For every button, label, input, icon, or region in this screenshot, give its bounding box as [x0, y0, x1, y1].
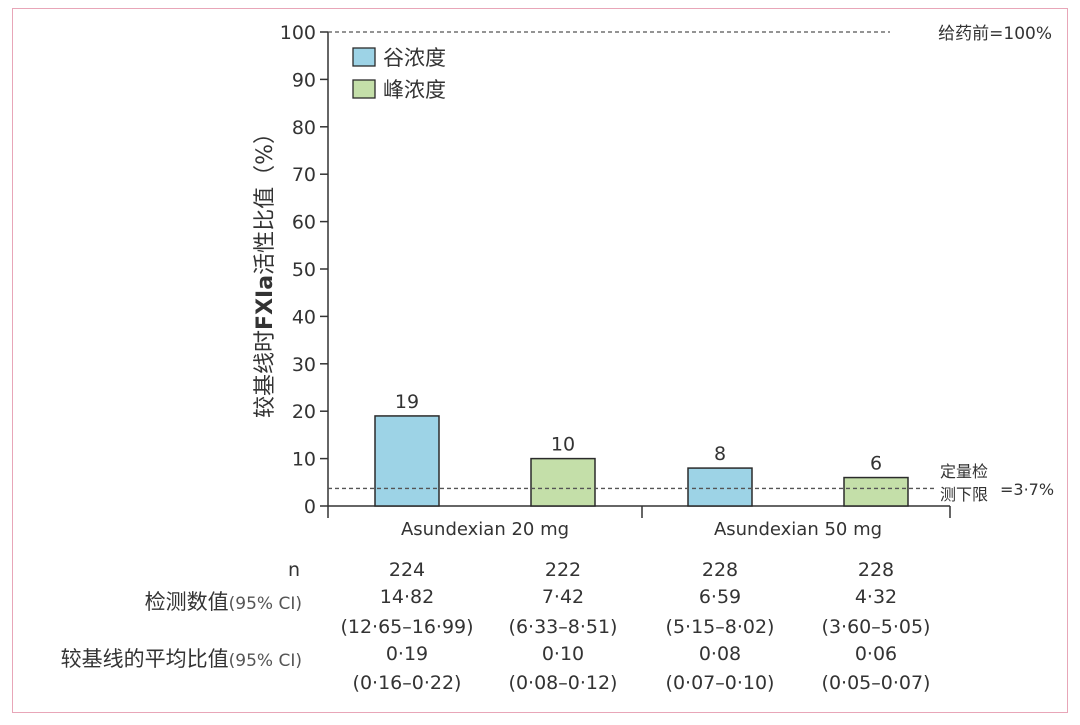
bars-layer: 19 10 8 6	[328, 391, 936, 507]
ratio-value: 0·06	[854, 643, 898, 665]
legend-swatch	[352, 47, 376, 67]
bar	[530, 457, 596, 507]
y-tick-label: 30	[292, 354, 316, 376]
ratio-ci-value: (0·08–0·12)	[508, 672, 618, 694]
legend-label: 谷浓度	[383, 46, 446, 70]
lloq-label-line1: 定量检	[940, 462, 988, 481]
ratio-ci-value: (0·16–0·22)	[352, 672, 462, 694]
y-tick-label: 40	[292, 306, 316, 328]
bar	[687, 467, 753, 507]
y-tick-label: 90	[292, 69, 316, 91]
n-value: 222	[544, 559, 582, 581]
measured-ci-value: (5·15–8·02)	[665, 616, 775, 638]
y-tick-label: 0	[304, 496, 316, 518]
ratio-value: 0·19	[385, 643, 429, 665]
n-value: 228	[701, 559, 739, 581]
y-tick-label: 20	[292, 401, 316, 423]
bar-value-label: 8	[714, 443, 726, 465]
ratio-ci-value: (0·07–0·10)	[665, 672, 775, 694]
bar-value-label: 6	[870, 453, 882, 475]
n-row-label: n	[287, 559, 300, 581]
measured-value: 4·32	[854, 586, 898, 608]
measured-value: 14·82	[379, 586, 435, 608]
lloq-label-line2: 测下限	[940, 485, 988, 504]
bar	[374, 415, 440, 507]
ratio-value: 0·08	[698, 643, 742, 665]
y-tick-label: 60	[292, 212, 316, 234]
lloq-label-value: =3·7%	[1000, 480, 1054, 499]
measured-ci-value: (6·33–8·51)	[508, 616, 618, 638]
y-tick-label: 100	[280, 22, 316, 44]
y-tick-label: 80	[292, 117, 316, 139]
x-group-label: Asundexian 20 mg	[401, 519, 569, 540]
measured-row-label: 检测数值(95% CI)	[144, 590, 302, 614]
x-group-label: Asundexian 50 mg	[714, 519, 882, 540]
legend-swatch	[352, 79, 376, 99]
y-tick-label: 50	[292, 259, 316, 281]
ratio-row-label: 较基线的平均比值(95% CI)	[60, 647, 302, 671]
n-value: 224	[388, 559, 426, 581]
y-tick-label: 10	[292, 449, 316, 471]
measured-value: 6·59	[698, 586, 742, 608]
y-axis-title: 较基线时FXIa活性比值（%）	[253, 122, 278, 418]
measured-value: 7·42	[541, 586, 585, 608]
measured-ci-value: (12·65–16·99)	[340, 616, 474, 638]
ref-label-predose: 给药前=100%	[938, 24, 1052, 44]
ratio-value: 0·10	[541, 643, 585, 665]
bar	[843, 476, 909, 507]
ratio-ci-value: (0·05–0·07)	[821, 672, 931, 694]
y-tick-label: 70	[292, 164, 316, 186]
bar-value-label: 19	[395, 391, 419, 413]
bar-value-label: 10	[551, 434, 575, 456]
legend-label: 峰浓度	[383, 78, 446, 102]
figure-frame	[12, 8, 1068, 713]
measured-ci-value: (3·60–5·05)	[821, 616, 931, 638]
n-value: 228	[857, 559, 895, 581]
